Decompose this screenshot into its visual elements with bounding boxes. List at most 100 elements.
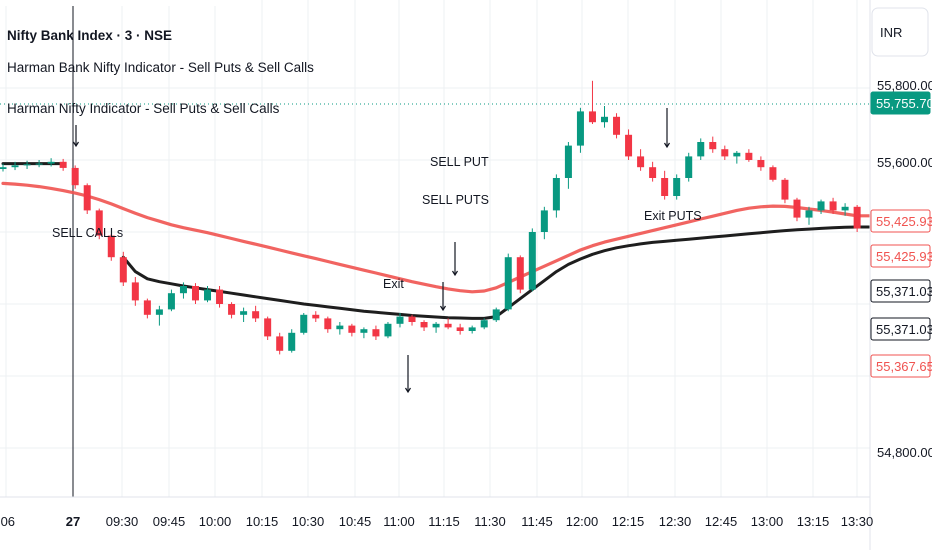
candle[interactable] [35,160,43,168]
candle[interactable] [805,206,813,225]
symbol-title[interactable]: Nifty Bank Index · 3 · NSE [7,28,172,43]
candle[interactable] [709,136,717,153]
candle[interactable] [336,322,344,335]
candle[interactable] [480,318,488,330]
candle[interactable] [71,165,79,189]
time-axis[interactable]: :06 27 09:30 09:45 10:00 10:15 10:30 10:45 11:00… [0,514,873,529]
candle[interactable] [420,320,428,331]
indicator-legend-2[interactable]: Harman Nifty Indicator - Sell Puts & Sel… [7,101,280,116]
x-tick-label: :06 [0,514,15,529]
candle[interactable] [204,286,212,303]
candle[interactable] [95,208,103,240]
candle[interactable] [661,170,669,200]
candle[interactable] [396,313,404,328]
candle[interactable] [276,332,284,355]
candle[interactable] [637,149,645,171]
candle[interactable] [155,305,163,326]
x-tick-label: 09:45 [153,514,186,529]
candle[interactable] [685,152,693,182]
candle[interactable] [444,318,452,330]
candle[interactable] [384,322,392,339]
candle[interactable] [324,316,332,333]
candle[interactable] [264,316,272,340]
candle[interactable] [516,255,524,294]
candles[interactable] [0,80,861,355]
candle[interactable] [649,161,657,182]
candle[interactable] [252,305,260,322]
candle[interactable] [492,307,500,322]
candle-body [191,286,199,301]
price-axis[interactable]: 55,800.00 55,600.00 54,800.00 [877,78,932,460]
candle[interactable] [817,199,825,214]
candle[interactable] [456,323,464,335]
candle[interactable] [143,298,151,319]
candle[interactable] [552,174,560,218]
candle[interactable] [528,228,536,292]
candle[interactable] [191,283,199,304]
candle[interactable] [721,145,729,160]
candle[interactable] [601,106,608,128]
price-tag-box [870,279,931,303]
candle-body [781,179,789,200]
candle[interactable] [83,183,91,214]
candle[interactable] [733,151,741,164]
candle[interactable] [576,107,584,153]
candle-body [228,304,236,315]
candle[interactable] [504,253,512,312]
x-tick-label: 10:30 [292,514,325,529]
candle[interactable] [288,329,296,353]
candle[interactable] [673,174,681,200]
candle[interactable] [312,311,320,322]
indicator-line-1 [1,181,872,294]
candle[interactable] [360,327,368,339]
price-tag-box [870,209,931,233]
candle[interactable] [793,197,801,222]
candle[interactable] [781,178,789,204]
candle[interactable] [697,138,705,160]
candle[interactable] [228,302,236,319]
candle[interactable] [11,161,19,171]
y-tick-label: 54,800.00 [877,445,932,460]
indicator-legend-1[interactable]: Harman Bank Nifty Indicator - Sell Puts … [7,60,314,75]
candle[interactable] [745,149,753,162]
candle[interactable] [757,156,765,171]
candle[interactable] [769,165,777,182]
candle[interactable] [119,251,127,286]
candle[interactable] [179,282,187,299]
currency-button[interactable]: INR [871,7,929,57]
candle[interactable] [540,206,548,240]
candle[interactable] [300,313,308,335]
x-tick-label: 11:00 [383,514,415,529]
candle-body [420,322,428,328]
candle[interactable] [468,325,476,334]
candle[interactable] [107,233,115,261]
candle[interactable] [588,80,596,124]
candle[interactable] [216,286,224,308]
candle[interactable] [432,322,440,333]
candle[interactable] [47,158,55,167]
candle[interactable] [23,160,31,169]
candle[interactable] [240,307,248,322]
candle[interactable] [0,163,7,172]
candle-body [444,323,452,328]
candle[interactable] [564,142,572,189]
candle[interactable] [829,197,837,214]
candle[interactable] [853,205,861,232]
candle-body [408,316,416,322]
candle-body [336,325,344,330]
candle-body [793,199,801,218]
candle[interactable] [408,314,416,326]
candle[interactable] [348,323,356,337]
candle[interactable] [131,277,139,306]
candle[interactable] [167,289,175,312]
candle[interactable] [613,113,621,139]
candle[interactable] [841,203,849,216]
candle[interactable] [372,325,380,340]
x-tick-label: 11:15 [428,514,460,529]
x-tick-label: 13:30 [841,514,874,529]
candle[interactable] [59,158,67,171]
candle[interactable] [625,129,633,160]
candle-body [360,329,368,333]
